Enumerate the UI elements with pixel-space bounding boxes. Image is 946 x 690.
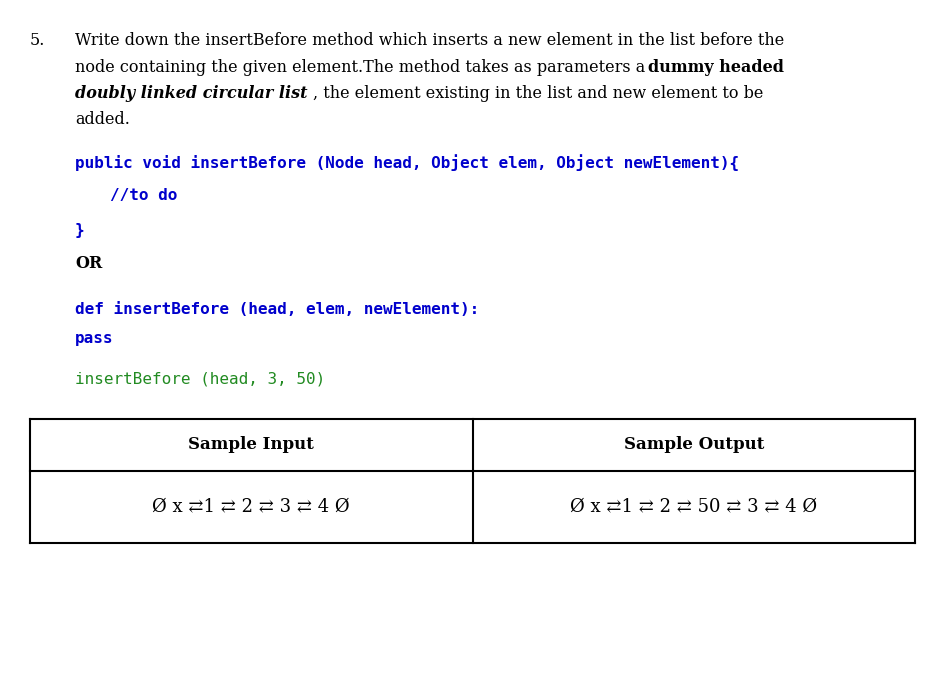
Text: node containing the given element.The method takes as parameters a: node containing the given element.The me… [75,59,650,75]
Text: //to do: //to do [110,188,177,204]
Text: doubly linked circular list: doubly linked circular list [75,85,307,102]
Text: , the element existing in the list and new element to be: , the element existing in the list and n… [313,85,763,102]
Text: Ø x ⇄1 ⇄ 2 ⇄ 50 ⇄ 3 ⇄ 4 Ø: Ø x ⇄1 ⇄ 2 ⇄ 50 ⇄ 3 ⇄ 4 Ø [570,498,817,516]
Text: Ø x ⇄1 ⇄ 2 ⇄ 3 ⇄ 4 Ø: Ø x ⇄1 ⇄ 2 ⇄ 3 ⇄ 4 Ø [152,498,350,516]
Text: }: } [75,223,84,238]
Text: 5.: 5. [30,32,45,49]
Text: def insertBefore (head, elem, newElement):: def insertBefore (head, elem, newElement… [75,302,480,317]
Text: dummy headed: dummy headed [648,59,784,75]
Text: Sample Output: Sample Output [623,436,764,453]
Text: pass: pass [75,331,114,346]
Text: added.: added. [75,112,130,128]
Text: Write down the insertBefore method which inserts a new element in the list befor: Write down the insertBefore method which… [75,32,784,49]
Text: Sample Input: Sample Input [188,436,314,453]
Text: OR: OR [75,255,102,272]
Text: public void insertBefore (Node head, Object elem, Object newElement){: public void insertBefore (Node head, Obj… [75,154,739,170]
Text: insertBefore (head, 3, 50): insertBefore (head, 3, 50) [75,371,325,386]
